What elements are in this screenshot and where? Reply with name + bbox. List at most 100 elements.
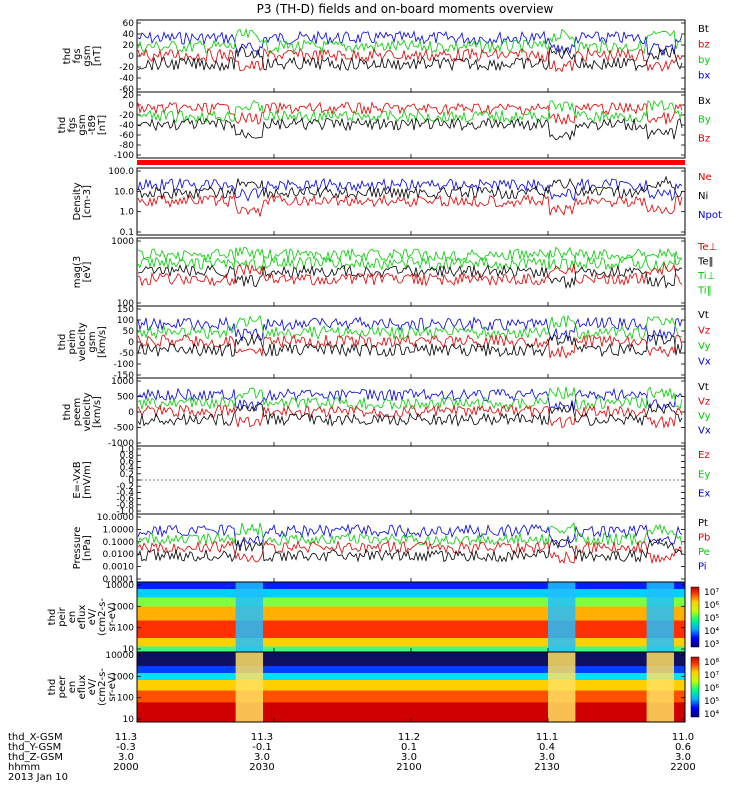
legend-vt: Vt (698, 382, 709, 393)
y-tick-label: -80 (119, 141, 134, 151)
footer-label-x: thd_X-GSM (8, 732, 63, 743)
legend-vz: Vz (698, 397, 710, 408)
y-label-line: sr-eV) (107, 672, 118, 701)
y-axis-label: thd peim velocity gsm [km/s] (57, 322, 108, 361)
panel-pressure: 10.0000 1.0000 0.1000 0.0100 0.0010 0.0001 Pre… (72, 513, 710, 585)
footer-z-0: 3.0 (118, 752, 134, 763)
y-tick-label: -20 (119, 63, 134, 73)
footer-y-2: 0.1 (401, 742, 417, 753)
footer-t-4: 2200 (670, 762, 695, 773)
colorbar-tick-label: 10⁸ (704, 658, 719, 668)
y-tick-label: -50 (119, 349, 134, 359)
legend-ti‖: Ti‖ (697, 286, 712, 297)
y-tick-label: 0 (128, 101, 134, 111)
spectrogram-interval (646, 652, 675, 722)
y-tick-label: 10 (123, 645, 135, 655)
series-trace (137, 27, 683, 55)
y-axis-label: Pressure [nPa] (72, 527, 93, 570)
y-label-line: -t89 (87, 115, 98, 135)
series-trace (137, 522, 683, 547)
y-label-line: thd (57, 334, 68, 351)
y-tick-label: 10000 (105, 651, 134, 661)
spectrogram-interval (235, 652, 264, 722)
legend-bz: bz (698, 40, 710, 51)
panel-fgs_t89: 200-20-40-60-80-100 thd fgs gsm -t89 [nT] Bx By… (57, 91, 711, 161)
y-label-line: [nT] (97, 115, 108, 135)
legend-ne: Ne (698, 172, 712, 183)
footer-label-date: 2013 Jan 10 (8, 772, 68, 783)
footer-t-3: 2130 (534, 762, 559, 773)
y-axis-label: thd fgs gsm -t89 [nT] (57, 114, 108, 135)
panel-peir_eflux: 10⁷ 10⁶ 10⁵ 10⁴ 10³ 10000 1000 100 10 thd peir en ef… (47, 581, 719, 655)
y-tick-label: 40 (123, 30, 135, 40)
y-tick-label: -20 (119, 111, 134, 121)
panel-frame (136, 513, 686, 583)
y-tick-label: -1.0 (116, 507, 134, 517)
footer-t-1: 2030 (249, 762, 274, 773)
legend-npot: Npot (698, 210, 722, 221)
legend-bz: Bz (698, 133, 710, 144)
y-tick-label: -100 (114, 151, 135, 161)
footer-x-4: 11.0 (672, 732, 694, 743)
y-tick-label: 1000 (111, 602, 134, 612)
y-tick-label: 0.4 (120, 464, 135, 474)
legend-vz: Vz (698, 326, 710, 337)
y-tick-label: 50 (123, 327, 135, 337)
legend-by: By (698, 115, 711, 126)
footer-y-3: 0.4 (539, 742, 555, 753)
y-label-line: (cm2-s- (97, 598, 108, 636)
spectrogram-band (137, 597, 685, 607)
y-label-line: fgs (67, 117, 78, 132)
footer-label-z: thd_Z-GSM (8, 752, 63, 763)
y-tick-label: 0.0100 (103, 550, 135, 560)
y-label-line: peir (57, 606, 68, 626)
legend-vx: Vx (698, 357, 711, 368)
legend-pi: Pi (698, 562, 707, 573)
panel-density: 100.0 10.0 1.0 0.1 Density [cm-3] Ne Ni Npot (72, 167, 722, 238)
spectrogram-band (137, 620, 685, 639)
y-tick-label: 0 (128, 408, 134, 418)
colorbar (690, 656, 700, 718)
y-tick-label: 0.1 (120, 228, 134, 238)
legend-pt: Pt (698, 518, 708, 529)
y-tick-label: 0 (128, 338, 134, 348)
series-trace (137, 316, 683, 343)
colorbar-tick-label: 10⁴ (704, 710, 719, 720)
y-tick-label: 150 (117, 305, 134, 315)
y-tick-label: -0.8 (116, 501, 134, 511)
spectrogram-band (137, 666, 685, 674)
panel-frame (136, 91, 686, 159)
panel-peer_eflux: 10⁸ 10⁷ 10⁶ 10⁵ 10⁴ 10000 1000 100 10 thd peer en ef… (47, 651, 719, 725)
legend-pe: Pe (698, 547, 710, 558)
spectrogram-band (137, 680, 685, 691)
colorbar (690, 586, 700, 648)
legend-ti⊥: Ti⊥ (697, 271, 715, 282)
series-trace (137, 401, 683, 427)
legend-ni: Ni (698, 191, 708, 202)
series-trace (137, 333, 683, 358)
y-tick-label: 0.0010 (103, 563, 135, 573)
y-tick-label: -0.2 (116, 482, 134, 492)
spectrogram-band (137, 606, 685, 621)
panel-efield: 1.00.80.60.40.20-0.2-0.4-0.6-0.8-1.0 E=-V… (72, 445, 710, 517)
spectrogram-interval (235, 582, 264, 652)
y-axis-label: thd peer en eflux eV/(cm2-s-sr-eV) (47, 668, 118, 706)
spectrogram-band (137, 690, 685, 703)
y-label-line: gsm (77, 114, 88, 135)
panel-frame (136, 167, 686, 236)
series-trace (137, 404, 683, 429)
colorbar-tick-label: 10⁵ (704, 697, 719, 707)
y-tick-label: 20 (123, 41, 135, 51)
y-tick-label: 0.2 (120, 470, 134, 480)
y-label-line: (cm2-s- (97, 668, 108, 706)
legend-bx: bx (698, 71, 710, 82)
y-tick-label: 0.6 (120, 457, 135, 467)
spectrogram-interval (646, 582, 675, 652)
y-tick-label: 1.0 (120, 445, 135, 455)
series-trace (137, 540, 683, 564)
y-tick-label: 10.0000 (97, 513, 134, 523)
legend-bt: Bt (698, 24, 709, 35)
mode-bar (137, 160, 685, 165)
